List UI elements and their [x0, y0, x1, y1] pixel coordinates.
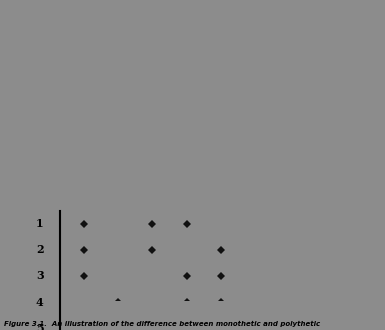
Text: 4: 4	[36, 297, 44, 308]
Text: Figure 3.1.  An illustration of the difference between monothetic and polythetic: Figure 3.1. An illustration of the diffe…	[4, 320, 320, 327]
Text: 5: 5	[36, 323, 44, 330]
Text: 1: 1	[36, 218, 44, 229]
Text: 3: 3	[36, 271, 44, 281]
Text: 2: 2	[36, 245, 44, 255]
